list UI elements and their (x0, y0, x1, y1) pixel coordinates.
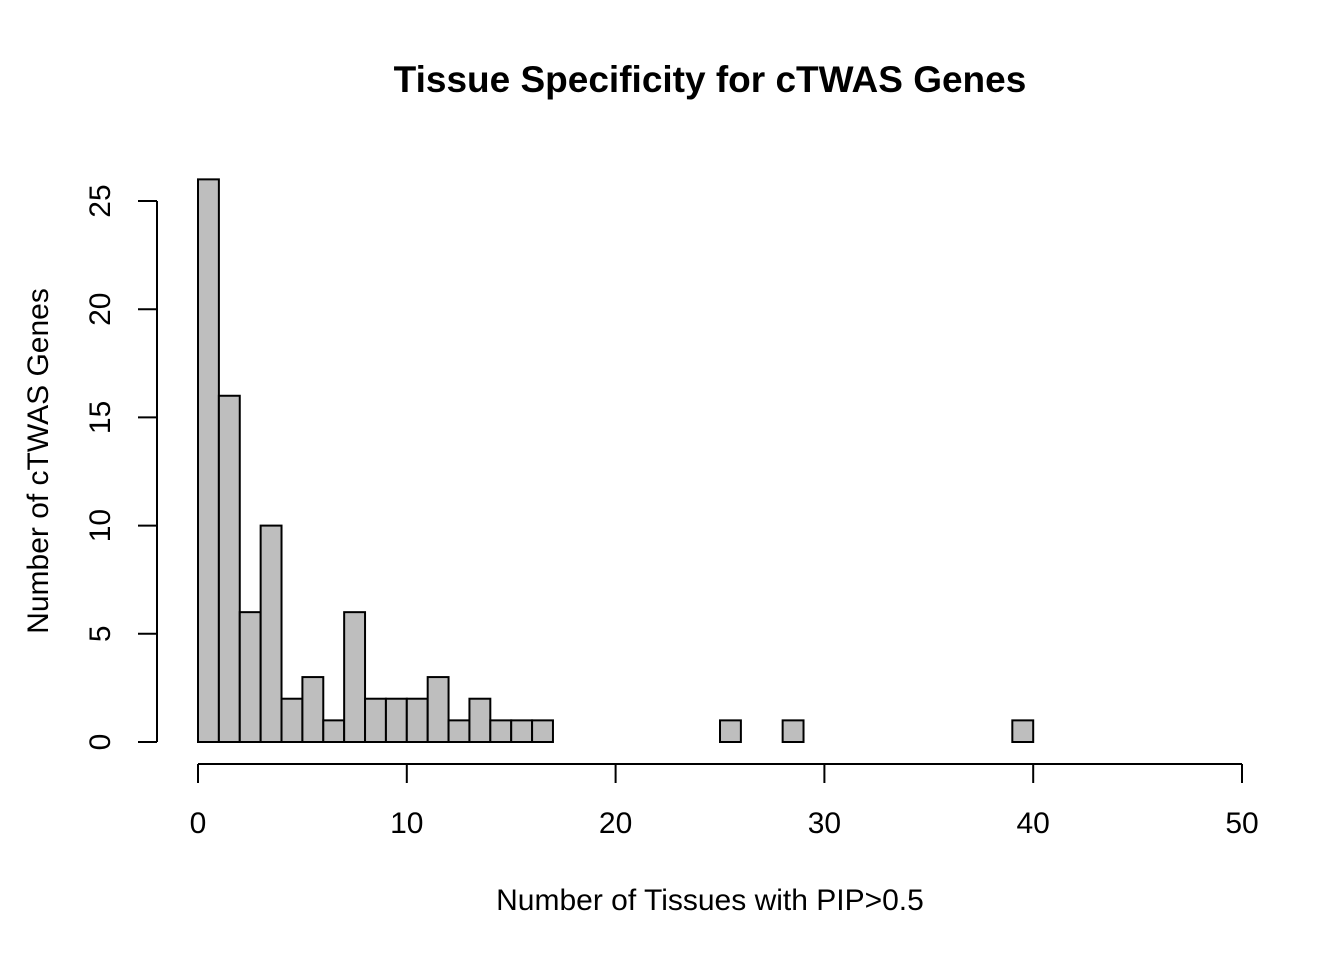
y-tick-label: 10 (84, 509, 117, 542)
histogram-bar (468, 697, 492, 743)
histogram-bar (719, 719, 742, 743)
chart-title: Tissue Specificity for cTWAS Genes (394, 59, 1027, 100)
histogram-bar (384, 697, 408, 743)
y-axis: 0 5 10 15 20 25 (84, 184, 158, 751)
y-tick-label: 20 (84, 293, 117, 326)
y-tick-label: 0 (84, 734, 117, 751)
histogram-bar (364, 697, 387, 743)
histogram-bar (489, 719, 513, 743)
histogram-bar (217, 394, 241, 743)
histogram-bar (510, 719, 534, 743)
histogram-bar (259, 524, 283, 743)
histogram-bar (197, 178, 220, 744)
y-tick-label: 15 (84, 401, 117, 434)
x-tick-label: 10 (390, 807, 423, 840)
x-tick-label: 0 (190, 807, 207, 840)
x-tick-label: 30 (808, 807, 841, 840)
histogram-bar (238, 611, 262, 743)
x-tick-label: 40 (1017, 807, 1050, 840)
y-tick-label: 25 (84, 184, 117, 217)
x-axis: 0 10 20 30 40 50 (190, 763, 1259, 840)
y-axis-label: Number of cTWAS Genes (22, 288, 55, 634)
x-axis-label: Number of Tissues with PIP>0.5 (496, 884, 924, 917)
histogram-bar (405, 697, 429, 743)
histogram-bar (1011, 719, 1035, 743)
histogram-bar (426, 676, 450, 744)
histogram-bar (531, 719, 554, 743)
y-tick-label: 5 (84, 625, 117, 642)
x-tick-label: 20 (599, 807, 632, 840)
histogram-bar (447, 719, 471, 743)
histogram-bar (322, 719, 346, 743)
histogram-bar (343, 611, 367, 743)
histogram-bar (280, 697, 304, 743)
bars-group (197, 178, 1035, 744)
histogram-bar (781, 719, 805, 743)
x-tick-label: 50 (1225, 807, 1258, 840)
histogram-bar (301, 676, 325, 744)
